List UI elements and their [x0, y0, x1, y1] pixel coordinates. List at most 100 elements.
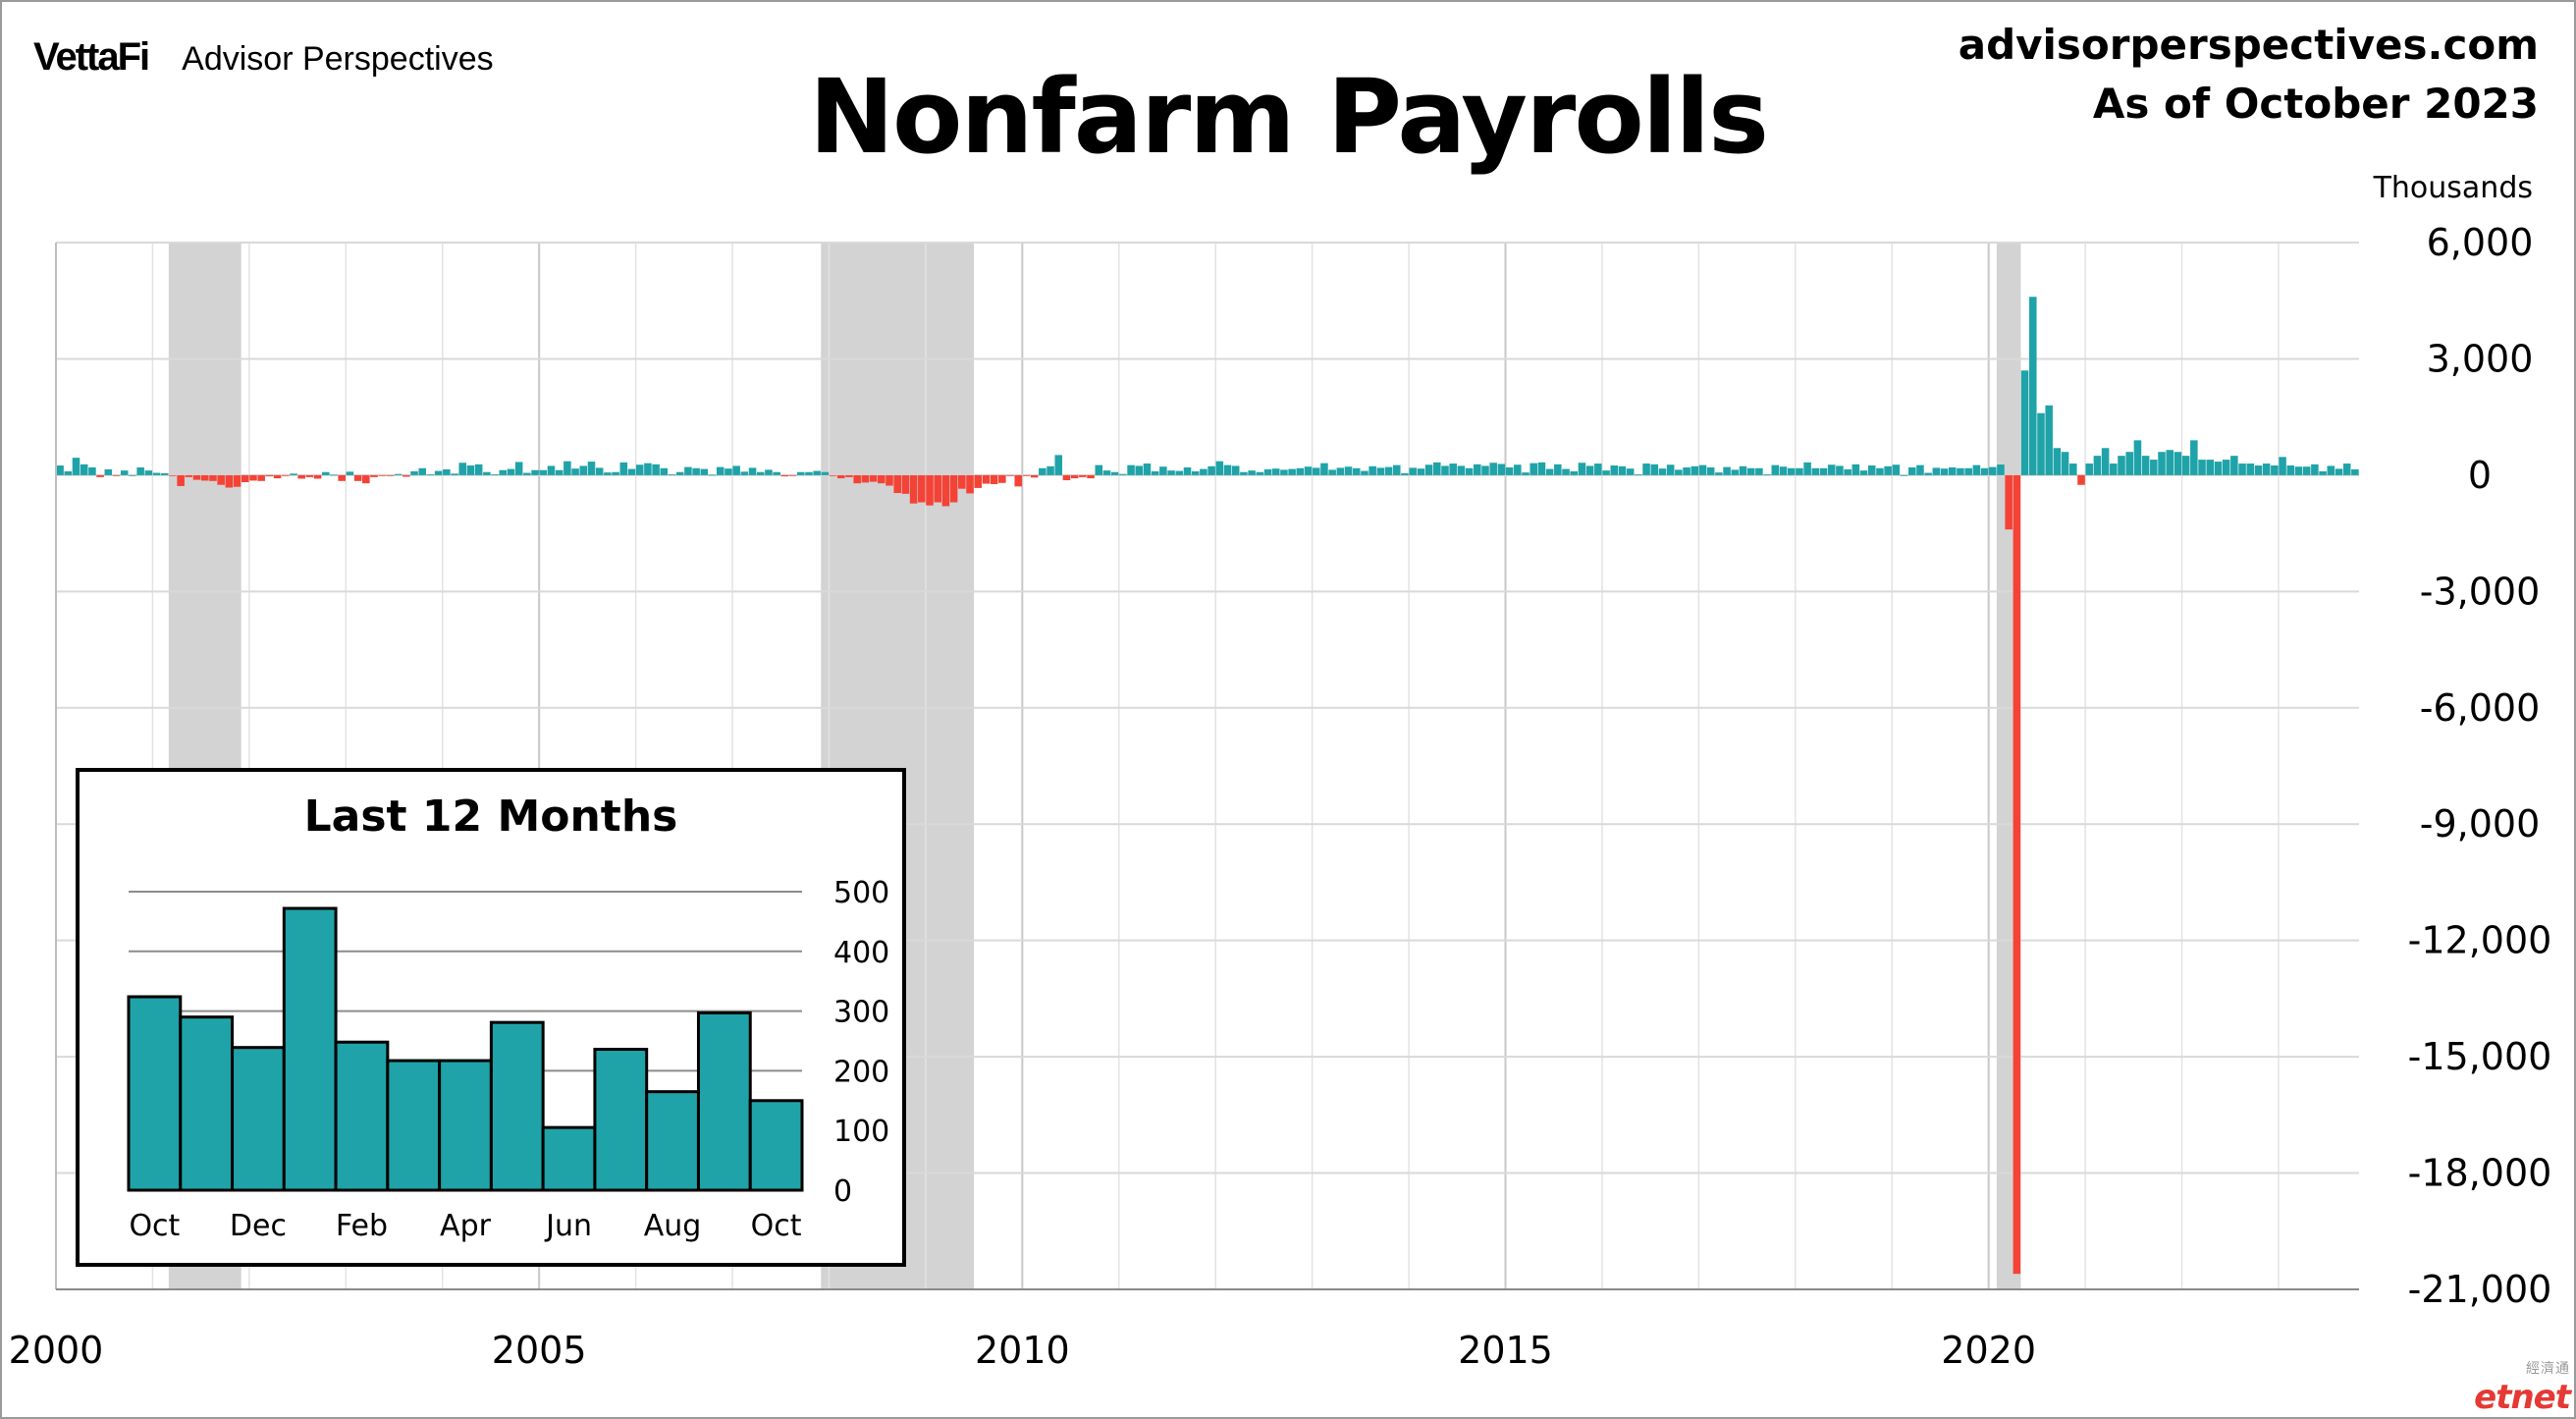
- payroll-bar: [998, 474, 1006, 483]
- inset-y-tick-label: 400: [833, 936, 889, 970]
- payroll-bar: [322, 471, 330, 475]
- payroll-bar: [1223, 464, 1232, 475]
- payroll-bar: [1554, 464, 1562, 475]
- payroll-bar: [177, 474, 185, 486]
- payroll-bar: [619, 462, 628, 475]
- payroll-bar: [780, 474, 789, 477]
- payroll-bar: [1296, 467, 1305, 475]
- inset-bar: [645, 1090, 700, 1192]
- inset-bar: [231, 1046, 286, 1192]
- inset-x-tick-label: Oct: [751, 1209, 802, 1243]
- payroll-bar: [2206, 460, 2215, 475]
- payroll-bar: [1288, 468, 1296, 475]
- payroll-bar: [160, 472, 169, 475]
- payroll-bar: [265, 474, 274, 477]
- payroll-bar: [1658, 468, 1667, 475]
- vettafi-logo: VettaFi: [33, 35, 150, 79]
- payroll-bar: [443, 468, 451, 475]
- payroll-bar: [2085, 464, 2093, 475]
- payroll-bar: [1465, 467, 1474, 475]
- payroll-bar: [1095, 464, 1103, 475]
- payroll-bar: [225, 474, 234, 488]
- chart-title: Nonfarm Payrolls: [809, 57, 1769, 177]
- payroll-bar: [120, 470, 129, 475]
- payroll-bar: [1940, 468, 1949, 475]
- x-tick-label: 2010: [975, 1329, 1070, 1372]
- payroll-bar: [1731, 469, 1740, 475]
- payroll-bar: [604, 472, 612, 475]
- payroll-bar: [1328, 469, 1336, 475]
- payroll-bar: [941, 474, 950, 507]
- payroll-bar: [1392, 464, 1401, 475]
- payroll-bar: [1852, 464, 1860, 475]
- payroll-bar: [2279, 457, 2286, 475]
- payroll-bar: [2069, 464, 2077, 475]
- payroll-bar: [1200, 468, 1208, 475]
- payroll-bar: [1964, 467, 1972, 475]
- inset-bar: [489, 1020, 545, 1192]
- inset-bar: [282, 906, 338, 1192]
- payroll-bar: [1675, 469, 1683, 475]
- payroll-bar: [796, 471, 805, 475]
- payroll-bar: [1666, 464, 1675, 475]
- payroll-bar: [1796, 467, 1803, 475]
- payroll-bar: [861, 474, 870, 483]
- payroll-bar: [1135, 465, 1144, 475]
- payroll-bar: [514, 462, 523, 475]
- payroll-bar: [869, 474, 878, 482]
- payroll-bar: [724, 468, 732, 475]
- payroll-bar: [982, 474, 991, 484]
- payroll-bar: [169, 474, 177, 476]
- etnet-watermark: 經濟通 etnet: [2474, 1358, 2571, 1417]
- y-tick-label: -21,000: [2408, 1268, 2552, 1311]
- payroll-bar: [330, 474, 338, 476]
- payroll-bar: [2319, 470, 2327, 475]
- y-tick-label: -6,000: [2420, 686, 2541, 730]
- payroll-bar: [1030, 474, 1039, 478]
- payroll-bar: [1143, 464, 1152, 475]
- payroll-bar: [1014, 474, 1023, 487]
- payroll-bar: [1522, 472, 1530, 475]
- site-url: advisorperspectives.com: [1958, 21, 2539, 69]
- payroll-bar: [1151, 470, 1159, 475]
- payroll-bar: [499, 469, 508, 475]
- payroll-bar: [1489, 463, 1497, 475]
- payroll-bar: [958, 474, 966, 489]
- payroll-bar: [402, 474, 410, 477]
- payroll-bar: [564, 461, 571, 475]
- payroll-bar: [1916, 464, 1924, 475]
- payroll-bar: [2222, 460, 2230, 475]
- payroll-bar: [1739, 465, 1747, 475]
- payroll-bar: [2214, 462, 2223, 475]
- payroll-bar: [1417, 468, 1425, 475]
- payroll-bar: [1062, 474, 1071, 481]
- payroll-bar: [1271, 468, 1280, 475]
- payroll-bar: [152, 472, 161, 475]
- payroll-bar: [1079, 474, 1087, 477]
- payroll-bar: [1183, 466, 1192, 475]
- payroll-bar: [1988, 466, 1997, 475]
- y-tick-label: -9,000: [2420, 802, 2541, 846]
- payroll-bar: [386, 474, 395, 476]
- y-tick-label: -3,000: [2420, 570, 2541, 613]
- x-tick-label: 2000: [9, 1329, 104, 1372]
- payroll-bar: [273, 474, 282, 479]
- payroll-bar: [886, 474, 893, 486]
- payroll-bar: [1819, 467, 1828, 475]
- payroll-bar: [1980, 467, 1989, 475]
- payroll-bar: [1110, 471, 1119, 475]
- payroll-bar: [1087, 474, 1095, 479]
- payroll-bar: [1867, 465, 1876, 475]
- payroll-bar: [1545, 468, 1554, 475]
- payroll-bar: [1537, 462, 1546, 475]
- payroll-bar: [547, 465, 556, 475]
- payroll-bar: [684, 466, 692, 475]
- payroll-bar: [257, 474, 265, 481]
- inset-bar: [696, 1010, 752, 1192]
- payroll-bar: [934, 474, 941, 503]
- payroll-bar: [1497, 464, 1506, 475]
- payroll-bar: [1924, 472, 1932, 475]
- payroll-bar: [1530, 463, 1537, 475]
- payroll-bar: [1208, 465, 1215, 475]
